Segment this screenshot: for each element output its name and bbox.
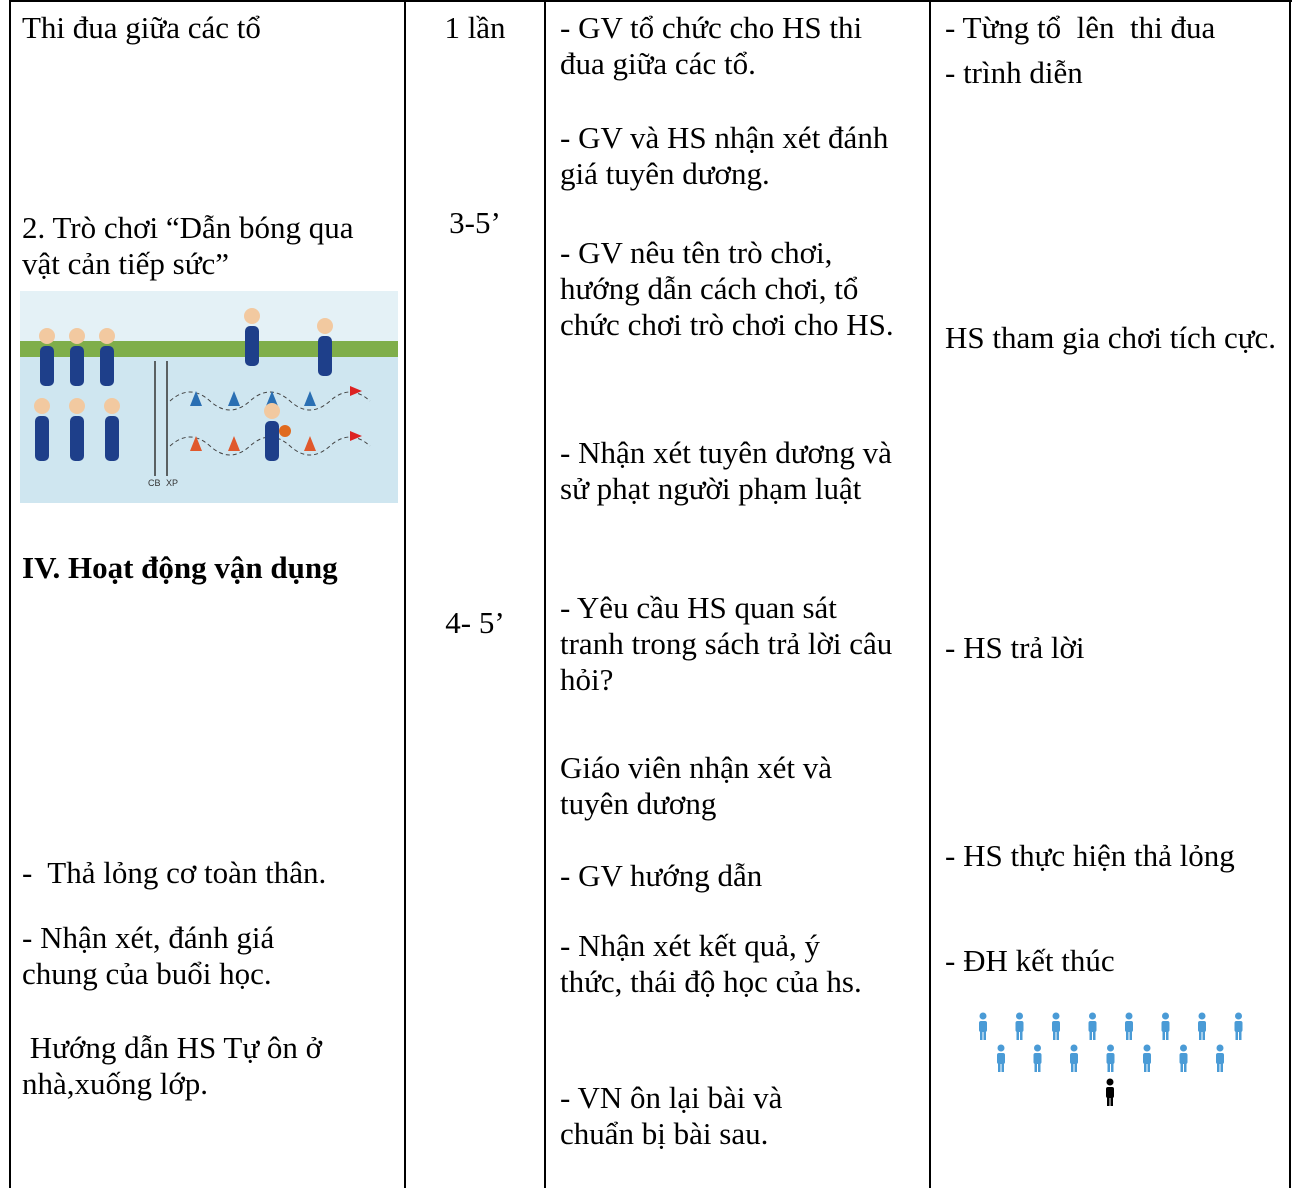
cell-text: - Nhận xét tuyên dương và sử phạt người … — [560, 435, 900, 506]
cell-text: - Từng tổ lên thi đua — [945, 10, 1216, 45]
cell-text: - GV nêu tên trò chơi, hướng dẫn cách ch… — [560, 235, 894, 342]
person-icon — [1198, 1012, 1206, 1040]
cell-text: - HS trả lời — [945, 630, 1085, 665]
cell-text: Thi đua giữa các tổ — [22, 10, 261, 45]
person-icon — [1070, 1044, 1078, 1072]
figure-label: XP — [166, 478, 178, 488]
cell-text: - GV tổ chức cho HS thi đua giữa các tổ. — [560, 10, 870, 81]
person-icon — [1125, 1012, 1133, 1040]
cell-text: HS tham gia chơi tích cực. — [945, 320, 1277, 355]
person-icon — [1161, 1012, 1170, 1040]
cell-text: - GV hướng dẫn — [560, 858, 763, 893]
cell-text: - VN ôn lại bài và chuẩn bị bài sau. — [560, 1080, 791, 1151]
cell-text: - GV và HS nhận xét đánh giá tuyên dương… — [560, 120, 897, 191]
person-icon — [1234, 1012, 1243, 1040]
person-icon — [1088, 1012, 1097, 1040]
cell-text: - Nhận xét kết quả, ý thức, thái độ học … — [560, 928, 862, 999]
cell-text: 3-5’ — [449, 205, 501, 240]
person-icon — [1033, 1044, 1042, 1072]
person-icon — [997, 1044, 1005, 1072]
cell-text: - HS thực hiện thả lỏng — [945, 838, 1235, 873]
person-icon — [1106, 1044, 1115, 1072]
cell-text: 1 lần — [444, 10, 506, 45]
cell-text: Hướng dẫn HS Tự ôn ở nhà,xuống lớp. — [22, 1030, 330, 1101]
game-illustration: CB XP — [20, 291, 398, 503]
table-border — [1289, 0, 1291, 1188]
formation-diagram — [979, 1012, 1243, 1106]
cell-text: 2. Trò chơi “Dẫn bóng qua vật cản tiếp s… — [22, 210, 362, 281]
table-border — [929, 0, 931, 1188]
table-border — [404, 0, 406, 1188]
table-border — [10, 0, 1292, 2]
cell-text: 4- 5’ — [445, 605, 505, 640]
table-border — [9, 0, 11, 1188]
cell-text: Giáo viên nhận xét và tuyên dương — [560, 750, 840, 821]
person-icon — [1179, 1044, 1188, 1072]
person-icon — [1052, 1012, 1060, 1040]
cell-text: - trình diễn — [945, 55, 1083, 90]
section-heading: IV. Hoạt động vận dụng — [22, 550, 338, 585]
person-icon — [1143, 1044, 1151, 1072]
cell-text: - Nhận xét, đánh giá chung của buổi học. — [22, 920, 282, 991]
cell-text: - Thả lỏng cơ toàn thân. — [22, 855, 327, 890]
person-icon — [1106, 1078, 1114, 1106]
cell-text: - ĐH kết thúc — [945, 943, 1115, 978]
person-icon — [1015, 1012, 1024, 1040]
table-border — [544, 0, 546, 1188]
figure-label: CB — [148, 478, 161, 488]
cell-text: - Yêu cầu HS quan sát tranh trong sách t… — [560, 590, 901, 697]
person-icon — [979, 1012, 987, 1040]
person-icon — [1216, 1044, 1224, 1072]
